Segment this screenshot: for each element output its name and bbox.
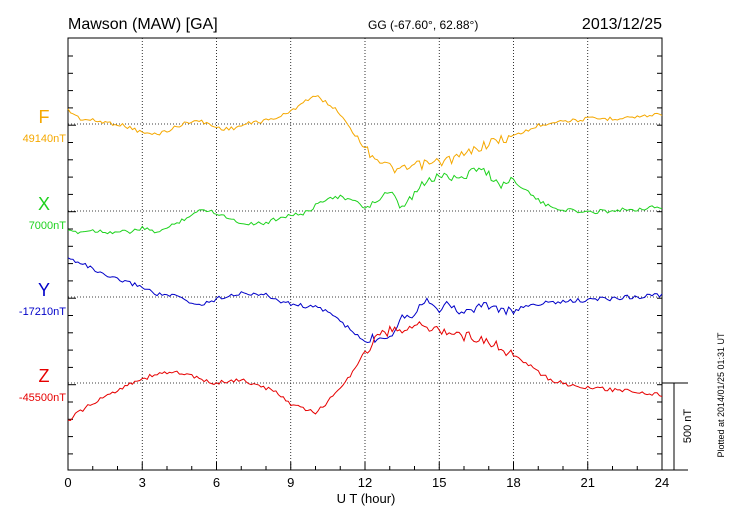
series-name-f: F (39, 107, 50, 127)
series-baseline-x: 7000nT (29, 220, 67, 232)
x-tick-label: 15 (432, 475, 446, 490)
plotted-timestamp: Plotted at 2014/01/25 01:31 UT (716, 332, 726, 458)
x-tick-labels: 0 3 6 9 12 15 18 21 24 (64, 475, 669, 490)
x-tick-label: 12 (358, 475, 372, 490)
series-name-z: Z (39, 366, 50, 386)
series-baseline-z: -45500nT (19, 392, 66, 404)
scale-bar-label: 500 nT (682, 409, 694, 444)
trace-f (67, 95, 663, 174)
axis-ticks (67, 55, 663, 470)
x-tick-label: 21 (581, 475, 595, 490)
plot-date: 2013/12/25 (582, 16, 662, 33)
x-axis-label: U T (hour) (337, 491, 396, 506)
scale-bar: 500 nT (662, 382, 694, 471)
trace-x (67, 167, 663, 235)
series-labels: F 49140nT X 7000nT Y -17210nT Z -45500nT (19, 107, 66, 404)
series-name-x: X (38, 194, 50, 214)
x-tick-label: 0 (64, 475, 71, 490)
series-baseline-y: -17210nT (19, 306, 66, 318)
x-tick-label: 18 (506, 475, 520, 490)
series-name-y: Y (38, 280, 50, 300)
grid-lines (68, 38, 662, 470)
x-tick-label: 24 (655, 475, 669, 490)
station-title: Mawson (MAW) [GA] (68, 16, 218, 33)
series-traces (67, 95, 663, 422)
x-tick-label: 6 (213, 475, 220, 490)
station-coords: GG (-67.60°, 62.88°) (368, 18, 478, 32)
x-tick-label: 3 (139, 475, 146, 490)
series-baseline-f: 49140nT (23, 133, 67, 145)
trace-z (67, 320, 663, 422)
x-tick-label: 9 (287, 475, 294, 490)
trace-y (67, 257, 663, 344)
